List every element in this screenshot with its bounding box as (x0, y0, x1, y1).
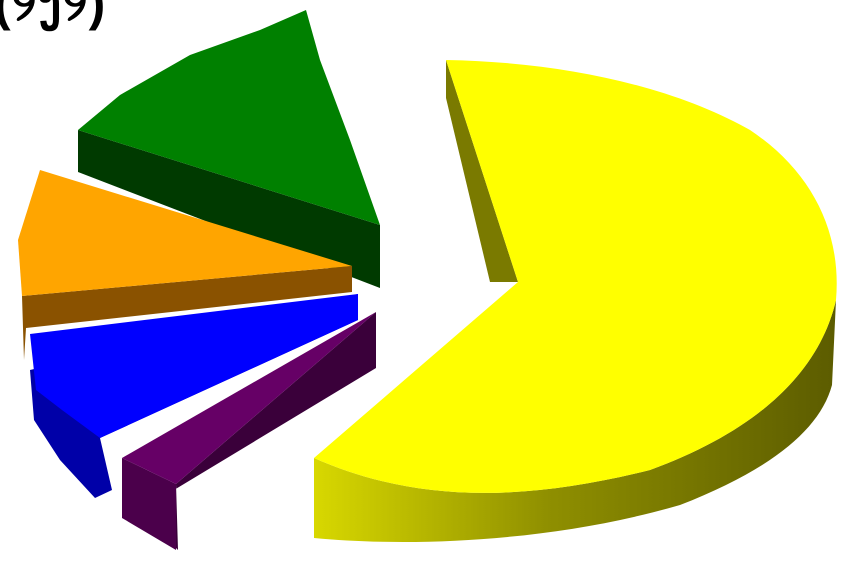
pie-slice-yellow-top (314, 60, 837, 493)
pie-slice-orange-top (18, 170, 352, 296)
pie-slice-orange-side (22, 266, 352, 360)
pie-slice-green-top (78, 10, 380, 225)
pie-slice-blue (30, 294, 358, 498)
pie-slice-purple-side-front (122, 458, 176, 550)
pie-slice-purple-top (122, 312, 376, 484)
pie-slice-purple (122, 312, 376, 550)
pie-slice-green (78, 10, 380, 288)
pie-slice-green-side (78, 130, 380, 288)
pie-slice-purple-side (174, 312, 376, 550)
pie-slice-yellow (314, 60, 837, 542)
pie-slice-blue-top (30, 294, 358, 438)
pie-slice-yellow-side (314, 300, 836, 542)
chart-title: (୨ງ୨) (0, 0, 107, 31)
pie-slice-orange (18, 170, 352, 360)
